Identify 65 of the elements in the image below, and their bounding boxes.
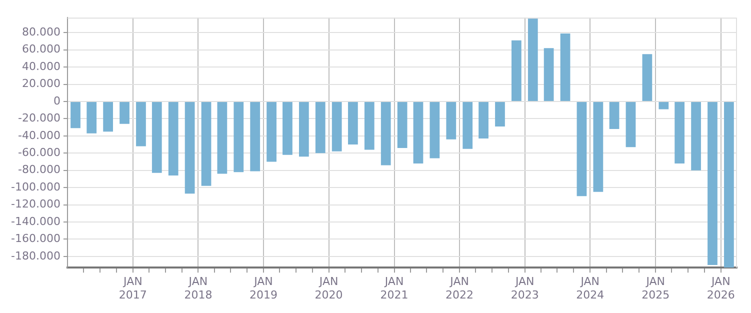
bar	[86, 102, 97, 134]
y-tick-label: -40.000	[18, 128, 60, 142]
bar	[413, 102, 424, 164]
bar	[120, 102, 130, 124]
x-tick-label: JAN 2026	[706, 275, 735, 302]
y-tick-label: 60.000	[22, 42, 60, 56]
y-tick-label: 40.000	[22, 60, 60, 73]
y-tick-label: 80.000	[22, 26, 60, 39]
x-tick-label: JAN 2025	[642, 275, 670, 302]
bar	[103, 102, 113, 132]
y-tick-label: 20.000	[22, 77, 60, 90]
y-tick-label: -20.000	[18, 112, 60, 125]
bar	[364, 102, 374, 150]
bar	[560, 34, 570, 102]
bar	[642, 54, 652, 102]
x-tick-label: JAN 2018	[184, 275, 212, 302]
y-tick-label: -120.000	[10, 198, 60, 211]
bar	[658, 102, 669, 110]
bar	[380, 102, 391, 166]
x-tick-label: JAN 2021	[380, 275, 408, 302]
x-tick-label: JAN 2022	[446, 275, 474, 302]
bar	[691, 102, 701, 170]
bar	[332, 102, 342, 152]
bar	[397, 102, 408, 148]
y-tick-label: -160.000	[10, 232, 60, 246]
y-tick-label: -60.000	[18, 146, 60, 159]
bar	[446, 102, 456, 140]
bar	[184, 102, 195, 194]
bar	[136, 102, 146, 146]
bar	[708, 102, 718, 266]
y-tick-label: -80.000	[18, 163, 60, 176]
bar	[234, 102, 244, 172]
bar	[576, 102, 587, 196]
bar	[674, 102, 685, 164]
bar	[512, 40, 522, 102]
bar	[201, 102, 212, 186]
x-tick-label: JAN 2017	[118, 275, 147, 302]
x-tick-label: JAN 2020	[314, 275, 343, 302]
bar	[544, 48, 554, 102]
bar	[315, 102, 326, 154]
bar	[266, 102, 276, 162]
y-tick-label: -180.000	[10, 249, 60, 262]
bar	[282, 102, 292, 155]
bar	[348, 102, 358, 145]
bar	[593, 102, 604, 192]
bar	[217, 102, 228, 174]
bar	[609, 102, 620, 130]
bar	[528, 18, 538, 102]
bar	[462, 102, 473, 149]
y-tick-label: 0	[53, 94, 60, 108]
bar	[478, 102, 488, 139]
bar	[152, 102, 162, 173]
bar	[724, 102, 734, 268]
bar	[430, 102, 440, 158]
bar	[495, 102, 505, 126]
bar	[626, 102, 636, 148]
x-tick-label: JAN 2023	[510, 275, 539, 302]
bar	[250, 102, 260, 172]
y-tick-label: -140.000	[10, 214, 60, 228]
y-tick-label: -100.000	[10, 180, 60, 194]
x-tick-label: JAN 2019	[250, 275, 278, 302]
x-tick-label: JAN 2024	[576, 275, 604, 302]
bar	[168, 102, 178, 176]
bar	[70, 102, 80, 128]
bar	[299, 102, 309, 157]
